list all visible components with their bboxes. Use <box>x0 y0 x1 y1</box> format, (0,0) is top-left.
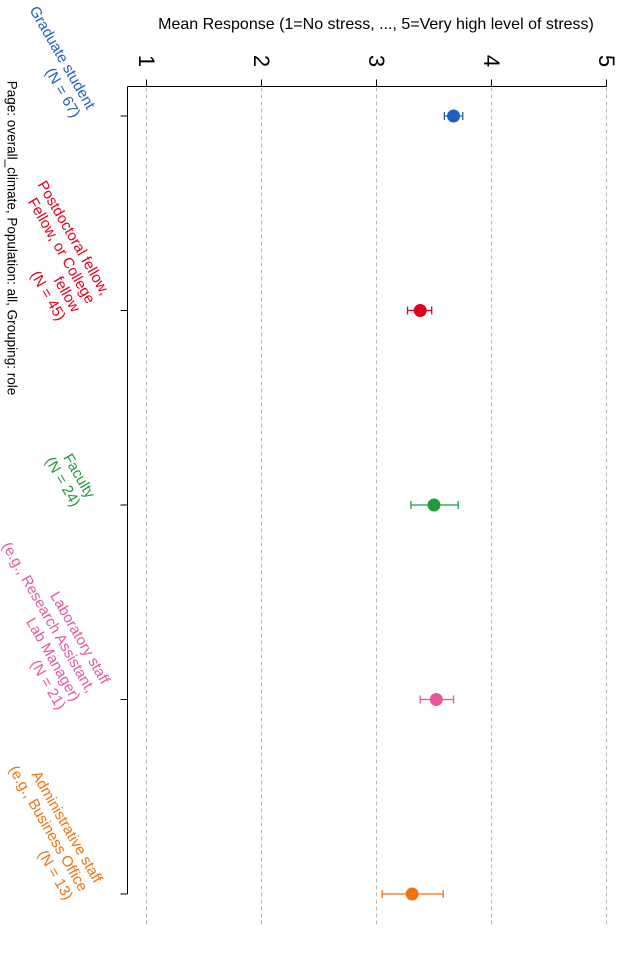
x-tick-label-5: 5 <box>594 55 619 67</box>
group-label-5: Administrative staff(e.g., Business Offi… <box>0 754 106 903</box>
axes <box>127 86 607 894</box>
group-label-4: Laboratory staff(e.g., Research Assistan… <box>0 531 113 714</box>
data-point-5 <box>405 887 419 901</box>
x-axis-title: Mean Response (1=No stress, ..., 5=Very … <box>158 16 594 33</box>
group-label-1: Graduate student(N = 67) <box>11 3 99 121</box>
x-tick-label-2: 2 <box>249 55 274 67</box>
data-point-4 <box>429 693 443 706</box>
x-tick-label-4: 4 <box>479 55 504 67</box>
data-marks <box>381 109 464 901</box>
x-axis-ticks: 1 2 3 4 5 <box>120 55 619 895</box>
footer-note: Page: overall_climate, Population: all, … <box>5 81 20 395</box>
grid-lines <box>146 87 607 925</box>
group-label-3: Faculty(N = 24) <box>42 445 99 510</box>
data-point-3 <box>427 498 441 512</box>
data-point-1 <box>447 109 461 123</box>
data-point-2 <box>413 304 427 317</box>
x-tick-label-1: 1 <box>134 55 159 67</box>
x-tick-label-3: 3 <box>364 55 389 67</box>
